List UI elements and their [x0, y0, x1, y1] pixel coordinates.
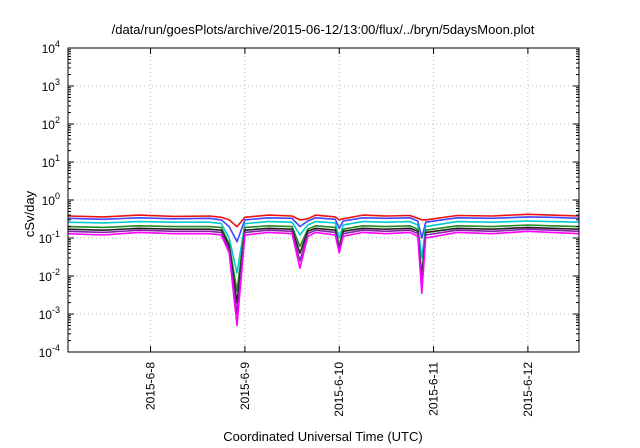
y-tick-label: 10-1: [39, 229, 60, 246]
series-line: [67, 228, 580, 315]
grid: [68, 48, 579, 352]
series-line: [67, 230, 580, 327]
y-tick-label: 103: [42, 77, 60, 94]
y-tick-label: 10-4: [39, 343, 60, 360]
chart-title: /data/run/goesPlots/archive/2015-06-12/1…: [112, 22, 535, 37]
y-axis-label: cSv/day: [22, 190, 37, 237]
y-tick-label: 104: [42, 39, 60, 56]
x-tick-label: 2015-6-12: [521, 362, 535, 417]
y-tick-label: 100: [42, 191, 60, 208]
y-tick-label: 10-3: [39, 305, 60, 322]
x-tick-label: 2015-6-8: [144, 362, 158, 410]
series-line: [67, 220, 580, 274]
x-tick-label: 2015-6-10: [332, 362, 346, 417]
y-axis: 10-4 10-3 10-2 10-1 100 101 102 103 104: [39, 39, 579, 360]
y-tick-label: 102: [42, 115, 60, 132]
series-line: [67, 213, 580, 228]
y-tick-label: 101: [42, 153, 60, 170]
series-line: [67, 226, 580, 304]
series-line: [67, 224, 580, 292]
x-tick-label: 2015-6-9: [238, 362, 252, 410]
x-axis: 2015-6-8 2015-6-9 2015-6-10 2015-6-11 2015-6…: [144, 48, 535, 417]
x-tick-label: 2015-6-11: [427, 362, 441, 416]
series-group: [67, 213, 580, 327]
series-line: [67, 216, 580, 243]
x-axis-label: Coordinated Universal Time (UTC): [223, 429, 422, 444]
y-tick-label: 10-2: [39, 267, 60, 284]
